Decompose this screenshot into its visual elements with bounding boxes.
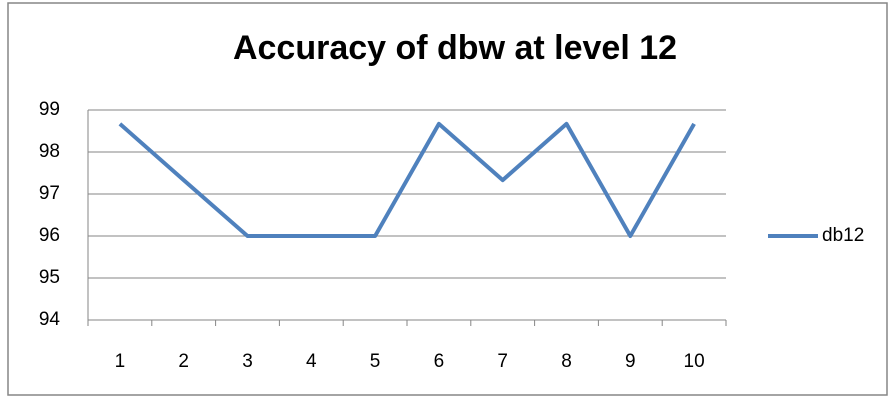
x-tick-label: 9 [625, 351, 636, 372]
x-tick-label: 2 [178, 351, 189, 372]
y-tick-label: 96 [39, 225, 60, 246]
y-tick-label: 98 [39, 141, 60, 162]
y-tick-label: 95 [39, 267, 60, 288]
y-tick-label: 94 [39, 309, 61, 330]
y-tick-label: 97 [39, 183, 60, 204]
x-tick-label: 8 [561, 351, 572, 372]
x-tick-label: 3 [242, 351, 253, 372]
x-tick-label: 10 [684, 351, 705, 372]
legend-label: db12 [822, 225, 864, 246]
chart-title: Accuracy of dbw at level 12 [233, 29, 677, 67]
chart-frame [7, 2, 888, 396]
x-tick-label: 6 [434, 351, 445, 372]
y-tick-label: 99 [39, 99, 60, 120]
x-tick-label: 1 [115, 351, 126, 372]
x-tick-label: 4 [306, 351, 317, 372]
x-tick-label: 7 [497, 351, 508, 372]
x-tick-label: 5 [370, 351, 381, 372]
line-series [118, 121, 696, 238]
